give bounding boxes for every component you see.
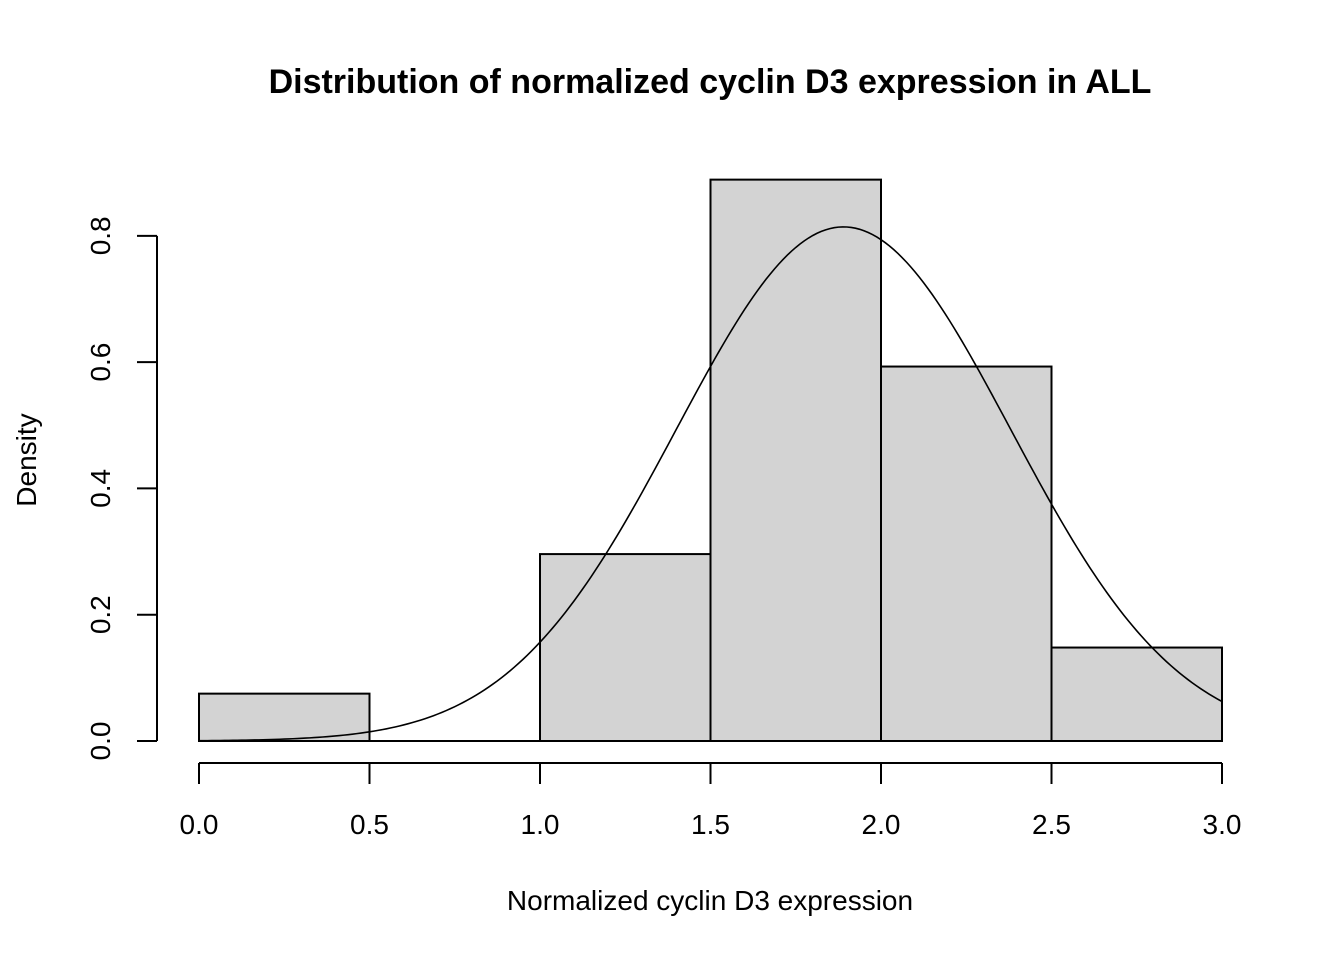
x-tick-label-5: 2.5 — [1032, 809, 1071, 840]
y-axis-label: Density — [11, 413, 42, 506]
x-axis-label: Normalized cyclin D3 expression — [507, 885, 913, 916]
x-tick-label-4: 2.0 — [862, 809, 901, 840]
x-axis: 0.0 0.5 1.0 1.5 2.0 2.5 3.0 — [180, 762, 1242, 840]
histogram-bar-4 — [880, 365, 1053, 742]
density-curve — [198, 226, 1223, 742]
y-tick-label-2: 0.4 — [85, 469, 116, 508]
histogram-bars — [198, 178, 1223, 742]
histogram-bar-5 — [1050, 646, 1223, 742]
y-tick-label-1: 0.2 — [85, 595, 116, 634]
y-tick-label-0: 0.0 — [85, 722, 116, 761]
y-axis: 0.0 0.2 0.4 0.6 0.8 — [85, 216, 158, 761]
histogram-bar-0 — [198, 692, 371, 742]
x-tick-label-3: 1.5 — [691, 809, 730, 840]
y-tick-label-3: 0.6 — [85, 343, 116, 382]
chart-title: Distribution of normalized cyclin D3 exp… — [269, 63, 1152, 101]
x-tick-label-1: 0.5 — [350, 809, 389, 840]
histogram-bar-2 — [539, 553, 712, 742]
x-tick-label-6: 3.0 — [1203, 809, 1242, 840]
x-tick-label-2: 1.0 — [521, 809, 560, 840]
density-curve-layer — [198, 226, 1223, 742]
histogram-bar-3 — [709, 178, 882, 742]
x-tick-label-0: 0.0 — [180, 809, 219, 840]
y-tick-label-4: 0.8 — [85, 216, 116, 255]
